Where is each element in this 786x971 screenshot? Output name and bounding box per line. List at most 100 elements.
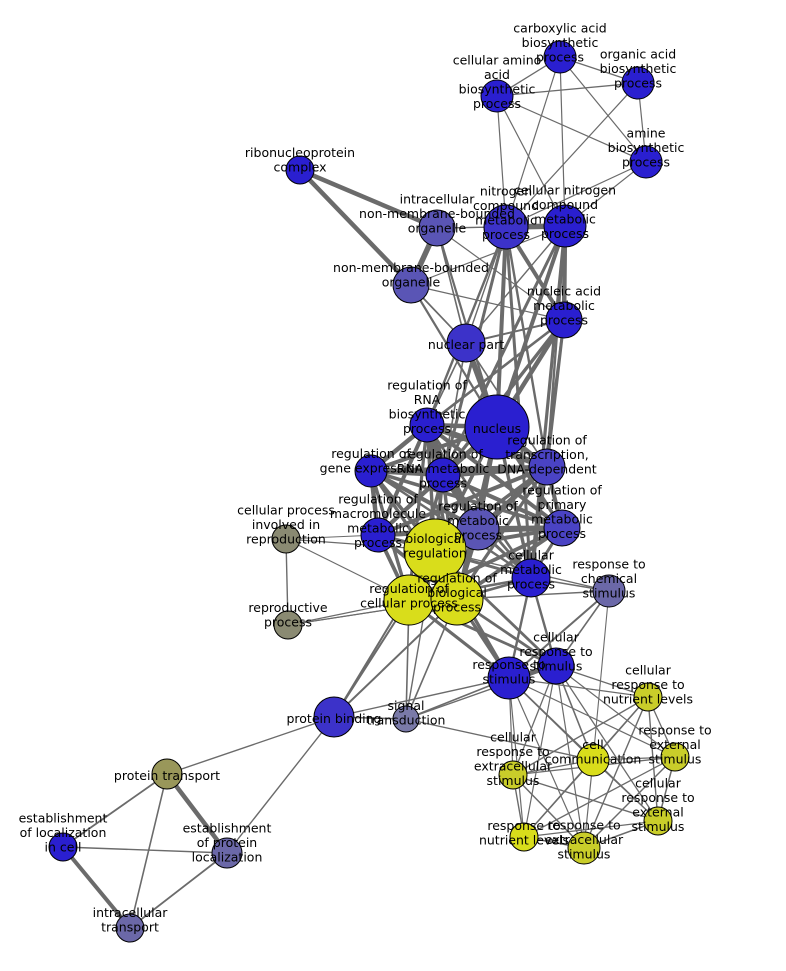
graph-node[interactable] xyxy=(392,705,420,733)
graph-node-label: signal transduction xyxy=(367,697,446,727)
graph-node[interactable] xyxy=(480,79,514,113)
graph-node[interactable] xyxy=(537,647,575,685)
graph-node[interactable] xyxy=(543,204,587,248)
graph-node-label: regulation of RNA metabolic process xyxy=(397,446,490,490)
graph-node[interactable] xyxy=(543,40,577,74)
graph-node-label: regulation of RNA biosynthetic process xyxy=(387,377,467,436)
graph-node[interactable] xyxy=(660,742,690,772)
graph-node[interactable] xyxy=(425,457,461,493)
graph-node-label: carboxylic acid biosynthetic process xyxy=(513,20,606,64)
graph-node[interactable] xyxy=(528,448,566,486)
graph-node-label: cellular amino acid biosynthetic process xyxy=(453,52,542,111)
graph-edge xyxy=(505,161,647,228)
graph-node-label: nitrogen compound metabolic process xyxy=(473,183,539,242)
graph-node-label: cellular process involved in reproduction xyxy=(237,502,335,546)
graph-edge xyxy=(496,95,647,163)
graph-node-label: response to external stimulus xyxy=(638,722,711,766)
graph-node[interactable] xyxy=(115,913,145,943)
graph-node[interactable] xyxy=(418,209,456,247)
graph-edge xyxy=(512,665,557,776)
graph-edge xyxy=(61,845,132,930)
graph-node[interactable] xyxy=(211,837,243,869)
graph-node-label: establishment of protein localization xyxy=(183,820,272,864)
graph-node[interactable] xyxy=(498,760,528,790)
graph-node-label: nucleus xyxy=(473,421,521,436)
graph-edge xyxy=(583,696,649,849)
graph-node-label: amine biosynthetic process xyxy=(608,125,685,169)
graph-node[interactable] xyxy=(592,574,626,608)
graph-edge xyxy=(508,677,525,838)
graph-edge xyxy=(226,716,335,854)
graph-node[interactable] xyxy=(360,517,396,553)
graph-node[interactable] xyxy=(511,558,551,598)
graph-node[interactable] xyxy=(483,204,529,250)
graph-edge xyxy=(559,56,566,227)
graph-node-label: biological regulation xyxy=(403,530,467,560)
graph-edge xyxy=(523,759,594,838)
graph-node[interactable] xyxy=(487,656,531,700)
graph-node[interactable] xyxy=(48,832,78,862)
graph-edge xyxy=(62,846,228,854)
graph-edge xyxy=(465,225,566,344)
graph-node[interactable] xyxy=(509,822,539,852)
graph-node[interactable] xyxy=(464,394,530,460)
graph-edge xyxy=(369,469,564,530)
graph-node-label: establishment of localization in cell xyxy=(19,810,108,854)
graph-edge xyxy=(505,56,561,228)
graph-edge xyxy=(129,852,228,929)
graph-edge xyxy=(508,677,649,698)
graph-node[interactable] xyxy=(313,696,355,738)
graph-edge xyxy=(405,665,557,720)
graph-node[interactable] xyxy=(545,301,583,339)
graph-node[interactable] xyxy=(633,682,663,712)
graph-edge xyxy=(62,773,168,848)
graph-node[interactable] xyxy=(285,155,315,185)
graph-edge xyxy=(410,225,566,286)
graph-node[interactable] xyxy=(354,454,388,488)
graph-node-label: intracellular non-membrane-bounded organel… xyxy=(359,191,515,235)
graph-edge xyxy=(512,774,585,849)
graph-edge xyxy=(166,716,335,775)
graph-node-label: nuclear part xyxy=(428,337,504,352)
graph-node[interactable] xyxy=(621,66,655,100)
graph-node-label: cellular response to nutrient levels xyxy=(603,662,693,706)
graph-node-label: response to extracellular stimulus xyxy=(545,817,624,861)
graph-node-label: regulation of gene expression xyxy=(320,445,423,475)
graph-edge xyxy=(512,774,659,822)
graph-node[interactable] xyxy=(151,758,183,790)
graph-node-label: regulation of primary metabolic process xyxy=(522,482,602,541)
graph-node[interactable] xyxy=(446,323,486,363)
graph-node-label: regulation of macromolecule metabolic proce… xyxy=(330,491,426,550)
graph-edge xyxy=(504,225,549,469)
graph-node-label: cellular response to stimulus xyxy=(519,629,592,673)
graph-node[interactable] xyxy=(576,743,610,777)
graph-edge xyxy=(425,318,566,427)
graph-node[interactable] xyxy=(567,831,601,865)
graph-node[interactable] xyxy=(271,524,301,554)
graph-edge xyxy=(455,465,549,601)
graph-node-label: regulation of transcription, DNA-dependent xyxy=(497,432,596,476)
graph-edge xyxy=(559,56,647,163)
nodes-layer xyxy=(48,40,690,943)
graph-node-label: response to nutrient levels xyxy=(479,817,569,847)
graph-node[interactable] xyxy=(273,610,303,640)
graph-node[interactable] xyxy=(392,266,430,304)
graph-edge xyxy=(592,590,610,761)
graph-node[interactable] xyxy=(629,145,663,179)
labels-layer: carboxylic acid biosynthetic process organi… xyxy=(19,20,712,934)
graph-edge xyxy=(523,820,659,838)
graph-node[interactable] xyxy=(403,518,467,582)
graph-node-label: cellular response to external stimulus xyxy=(621,775,694,834)
graph-edge xyxy=(333,598,458,718)
graph-node-label: protein transport xyxy=(114,768,220,783)
graph-node-label: organic acid biosynthetic process xyxy=(600,46,677,90)
graph-node[interactable] xyxy=(430,572,484,626)
graph-node[interactable] xyxy=(643,806,673,836)
graph-node[interactable] xyxy=(543,509,581,547)
graph-edge xyxy=(508,677,585,849)
graph-node[interactable] xyxy=(409,407,445,443)
graph-edge xyxy=(523,756,676,838)
graph-edge xyxy=(504,225,533,580)
